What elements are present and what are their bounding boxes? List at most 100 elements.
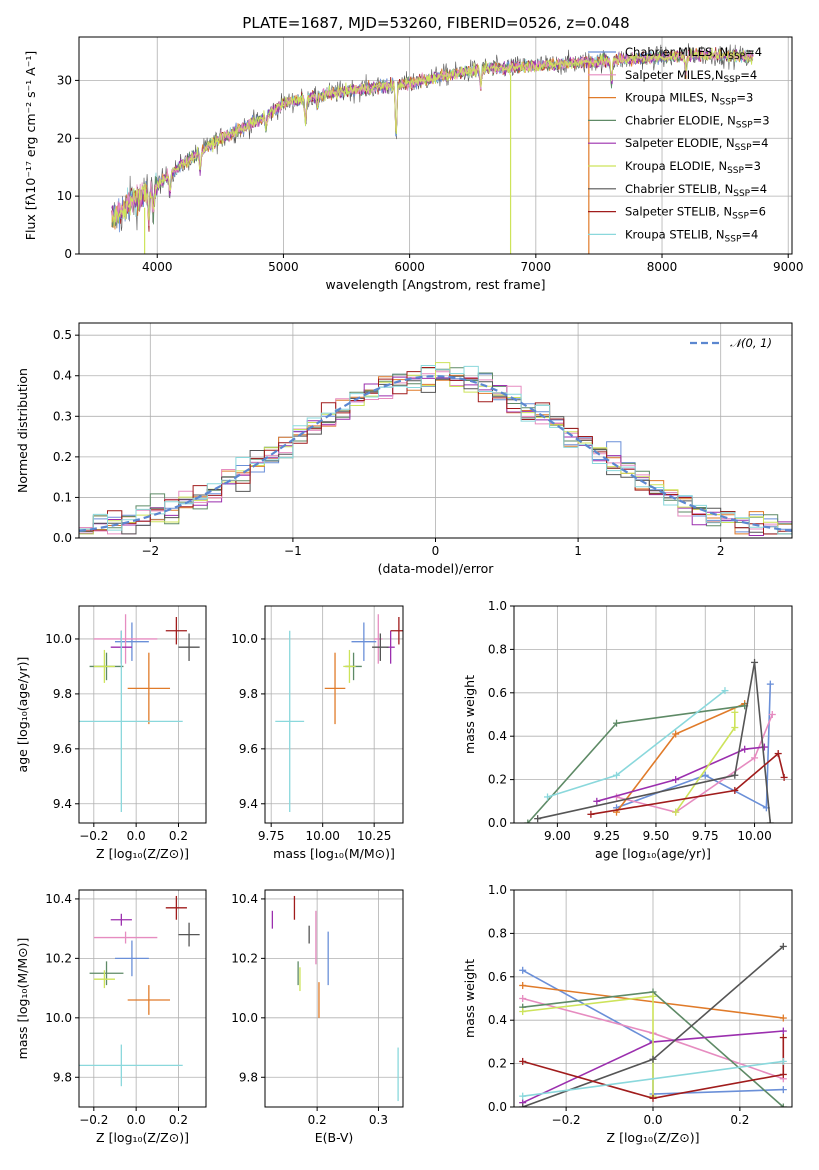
gridlines	[79, 323, 792, 539]
legend-label: Kroupa STELIB, N	[625, 227, 725, 241]
y-tick-label: 9.8	[239, 687, 258, 701]
y-tick-label: 20	[57, 131, 72, 145]
y-tick-label: 30	[57, 73, 72, 87]
y-tick-label: 9.4	[53, 797, 72, 811]
legend-entry: 𝒩(0, 1)	[730, 336, 772, 350]
x-tick-label: 0.2	[169, 829, 188, 843]
legend-sub: SSP	[733, 189, 750, 199]
y-axis-label: Normed distribution	[15, 368, 30, 493]
legend-tail: =4	[741, 227, 758, 241]
y-tick-label: 9.6	[239, 742, 258, 756]
weight-series	[519, 1057, 787, 1100]
figure-title: PLATE=1687, MJD=53260, FIBERID=0526, z=0…	[242, 14, 629, 32]
normal-reference-curve	[79, 375, 792, 532]
errorbar-point	[89, 961, 124, 986]
legend-tail: =4	[752, 136, 769, 150]
spectrum-line	[111, 49, 754, 226]
weight-series	[519, 988, 787, 1107]
legend-tail: =3	[736, 91, 753, 105]
age-vs-mass-panel: 9.75 10.00 10.25 9.4 9.6 9.8 10.0 mass [log₁₀(M…	[231, 605, 404, 861]
y-tick-label: 9.4	[239, 797, 258, 811]
legend-label: Chabrier ELODIE, N	[625, 113, 736, 127]
plot-area	[79, 895, 200, 1087]
mass-vs-Z-panel: −0.2 0.0 0.2 9.8 10.0 10.2 10.4 Z [log₁₀(Z/Z⊙)]…	[15, 889, 207, 1145]
weight-series	[519, 1034, 787, 1102]
x-tick-label: 8000	[647, 260, 678, 274]
axes-frame	[264, 605, 404, 824]
legend-entry: Chabrier ELODIE, NSSP=3	[625, 113, 770, 130]
legend-sub: SSP	[736, 120, 753, 130]
legend-entry: Kroupa ELODIE, NSSP=3	[625, 159, 761, 176]
axes-frame	[513, 605, 793, 824]
plot-area	[79, 362, 792, 538]
x-tick-label: 9.75	[692, 829, 719, 843]
legend-entry: Chabrier MILES, NSSP=4	[625, 45, 762, 62]
spectrum-line	[111, 47, 754, 228]
y-tick-label: 0.6	[488, 686, 507, 700]
y-tick-label: 0.2	[53, 450, 72, 464]
x-tick-label: 0.2	[169, 1113, 188, 1127]
y-tick-label: 0.3	[53, 409, 72, 423]
axes-frame	[78, 322, 793, 539]
x-tick-label: 0.0	[127, 1113, 146, 1127]
weight-series	[587, 750, 788, 818]
errorbar-point	[374, 614, 383, 664]
y-tick-label: 0.0	[488, 1100, 507, 1114]
massweight-vs-age-panel: 9.00 9.25 9.50 9.75 10.00 0.0 0.2 0.4 0.6 0.8 1.0 a…	[462, 599, 793, 861]
y-tick-label: 9.8	[239, 1070, 258, 1084]
weight-series	[524, 702, 749, 823]
age-vs-Z-panel: −0.2 0.0 0.2 9.4 9.6 9.8 10.0 Z [log₁₀(Z/Z⊙)] ag…	[15, 605, 207, 861]
y-tick-label: 9.8	[53, 687, 72, 701]
y-axis-label: Flux [fλ10⁻¹⁷ erg cm⁻² s⁻¹ A⁻¹]	[23, 51, 38, 240]
y-tick-label: 0.4	[488, 1013, 507, 1027]
weight-line	[537, 662, 772, 823]
errorbar-point	[127, 652, 171, 725]
massweight-vs-Z-panel: −0.2 0.0 0.2 0.0 0.2 0.4 0.6 0.8 1.0 Z [log₁₀(Z/Z…	[462, 883, 793, 1145]
gridlines	[79, 890, 206, 1107]
spectrum-panel: 4000 5000 6000 7000 8000 9000 0 10 20 30 wavelengt…	[23, 36, 804, 292]
x-tick-label: 6000	[394, 260, 425, 274]
y-tick-label: 0.8	[488, 926, 507, 940]
errorbar-point	[114, 940, 149, 977]
x-tick-label: 9.75	[258, 829, 285, 843]
x-axis-label: wavelength [Angstrom, rest frame]	[325, 277, 545, 292]
y-tick-label: 0.4	[53, 369, 72, 383]
legend-entry: Salpeter ELODIE, NSSP=4	[625, 136, 768, 153]
x-tick-label: 0.0	[643, 1113, 662, 1127]
y-tick-label: 0.4	[488, 729, 507, 743]
x-tick-label: 9.00	[544, 829, 571, 843]
y-axis-label: mass weight	[462, 959, 477, 1038]
y-tick-label: 0.8	[488, 642, 507, 656]
plot-area	[524, 658, 788, 823]
gridlines	[265, 890, 403, 1107]
x-tick-label: 7000	[521, 260, 552, 274]
legend-tail: =3	[753, 113, 770, 127]
x-tick-label: 10.25	[357, 829, 391, 843]
x-tick-label: 0.2	[730, 1113, 749, 1127]
plot-area	[79, 614, 200, 813]
x-tick-label: 9000	[773, 260, 804, 274]
legend-tail: =6	[749, 205, 766, 219]
errorbar-point	[79, 1044, 183, 1087]
y-tick-label: 10.2	[45, 951, 72, 965]
errorbar-point	[93, 931, 158, 944]
errorbar-point	[127, 985, 171, 1015]
plot-area	[519, 942, 787, 1107]
axes-frame	[78, 889, 207, 1108]
legend-sub: SSP	[725, 234, 742, 244]
legend-label: Salpeter ELODIE, N	[625, 136, 735, 150]
legend-tail: =4	[740, 68, 757, 82]
legend-entry: Kroupa MILES, NSSP=3	[625, 91, 753, 108]
y-axis-label: age [log₁₀(age/yr)]	[15, 657, 30, 773]
y-tick-label: 0	[64, 247, 72, 261]
weight-line	[590, 752, 785, 816]
spectrum-line	[111, 49, 754, 228]
legend-tail: =4	[745, 45, 762, 59]
legend-sub: SSP	[735, 143, 752, 153]
y-tick-label: 10.4	[231, 892, 258, 906]
x-axis-label: mass [log₁₀(M/M⊙)]	[273, 846, 395, 861]
x-tick-label: 2	[717, 544, 725, 558]
histogram-series	[79, 365, 792, 538]
x-tick-label: −0.2	[79, 1113, 108, 1127]
x-tick-label: 5000	[268, 260, 299, 274]
